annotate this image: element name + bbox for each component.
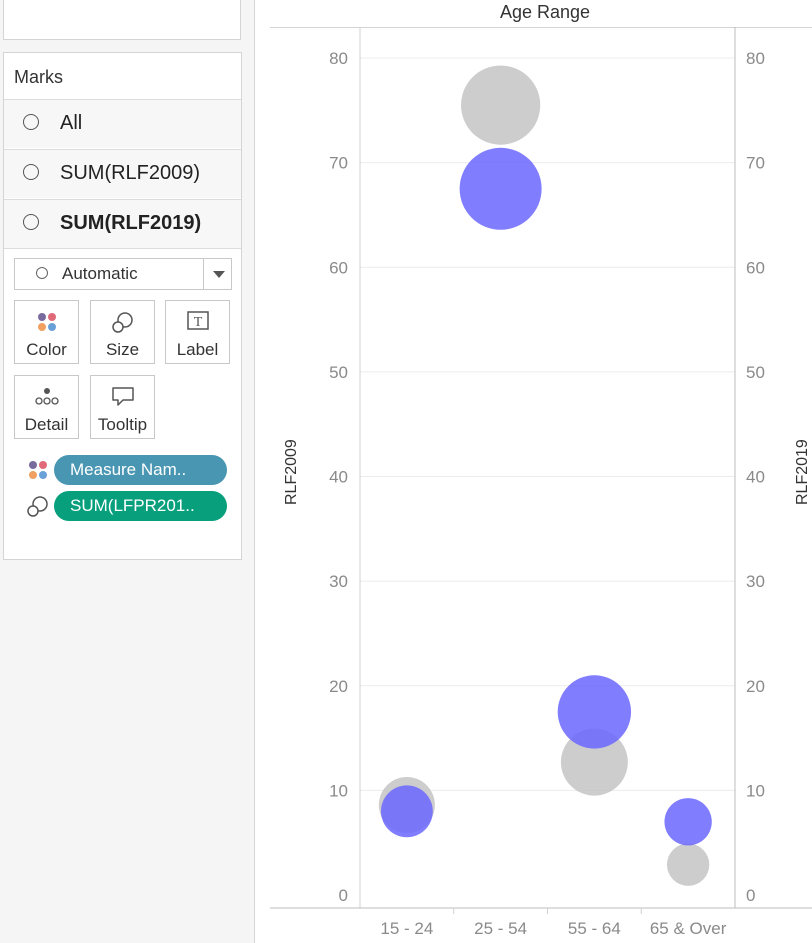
y2-tick-label: 30 <box>746 572 765 591</box>
age-range-header: Age Range <box>500 2 591 22</box>
size-icon <box>27 496 48 517</box>
y-tick-label: 30 <box>329 572 348 591</box>
sum-lfpr-pill[interactable]: SUM(LFPR201.. <box>54 491 227 521</box>
label-button[interactable]: T Label <box>165 300 230 364</box>
marks-row-label: SUM(RLF2009) <box>60 162 201 184</box>
y-tick-label: 70 <box>329 154 348 173</box>
radio-icon[interactable] <box>23 114 39 130</box>
y2-tick-label: 0 <box>746 886 755 905</box>
bubble-rlf2019-0 <box>380 785 433 838</box>
y-tick-label: 20 <box>329 677 348 696</box>
x-tick-label: 15 - 24 <box>380 919 433 938</box>
bubble-rlf2019-3 <box>664 798 712 846</box>
tooltip-icon <box>111 387 134 406</box>
label-button-label: Label <box>176 340 219 359</box>
detail-icon <box>34 388 59 405</box>
tooltip-button[interactable]: Tooltip <box>90 375 155 439</box>
color-button[interactable]: Color <box>14 300 79 364</box>
y2-tick-label: 60 <box>746 258 765 277</box>
shelf-card-top <box>3 0 241 40</box>
y2-tick-label: 50 <box>746 363 765 382</box>
marks-row-all[interactable]: All <box>4 99 241 148</box>
color-button-label: Color <box>26 340 67 359</box>
marks-card: Marks All SUM(RLF2009) SUM(RLF2019) Auto… <box>3 52 242 560</box>
y-tick-label: 80 <box>329 49 348 68</box>
marks-title: Marks <box>14 67 63 87</box>
chevron-down-icon[interactable] <box>213 271 225 278</box>
bubble-rlf2019-2 <box>557 675 632 749</box>
marks-row-label: SUM(RLF2019) <box>60 212 202 234</box>
divider <box>4 248 241 249</box>
marks-row-rlf2019[interactable]: SUM(RLF2019) <box>4 199 241 248</box>
dropdown-divider <box>203 259 204 289</box>
bubble-rlf2009-3 <box>666 843 710 886</box>
tooltip-button-label: Tooltip <box>97 415 148 434</box>
detail-button[interactable]: Detail <box>14 375 79 439</box>
color-icon <box>37 313 56 331</box>
marks-row-label: All <box>60 112 83 134</box>
x-tick-label: 55 - 64 <box>568 919 621 938</box>
y2-tick-label: 80 <box>746 49 765 68</box>
measure-names-pill[interactable]: Measure Nam.. <box>54 455 227 485</box>
x-tick-label: 25 - 54 <box>474 919 527 938</box>
text-label-icon: T <box>186 311 209 330</box>
size-button[interactable]: Size <box>90 300 155 364</box>
circle-mark-icon <box>36 267 48 279</box>
y2-tick-label: 20 <box>746 677 765 696</box>
y-tick-label: 10 <box>329 781 348 800</box>
svg-text:T: T <box>193 315 202 330</box>
left-axis-title: RLF2009 <box>283 439 300 505</box>
x-tick-label: 65 & Over <box>650 919 727 938</box>
y-tick-label: 50 <box>329 363 348 382</box>
size-icon <box>111 312 133 333</box>
right-axis-title: RLF2019 <box>794 439 811 505</box>
y-tick-label: 0 <box>339 886 348 905</box>
column-header: Age Range <box>270 0 812 28</box>
mark-type-dropdown[interactable]: Automatic <box>14 258 232 290</box>
mark-type-label: Automatic <box>62 264 138 283</box>
size-button-label: Size <box>105 340 140 359</box>
radio-icon[interactable] <box>23 164 39 180</box>
bubble-rlf2019-1 <box>459 147 542 230</box>
marks-row-rlf2009[interactable]: SUM(RLF2009) <box>4 149 241 198</box>
y-tick-label: 40 <box>329 468 348 487</box>
left-panel: Marks All SUM(RLF2009) SUM(RLF2019) Auto… <box>0 0 255 943</box>
y2-tick-label: 10 <box>746 781 765 800</box>
color-icon <box>29 461 47 479</box>
detail-button-label: Detail <box>24 415 69 434</box>
y2-tick-label: 40 <box>746 468 765 487</box>
y2-tick-label: 70 <box>746 154 765 173</box>
bubble-rlf2009-2 <box>560 728 628 796</box>
radio-icon[interactable] <box>23 214 39 230</box>
y-tick-label: 60 <box>329 258 348 277</box>
bubble-rlf2009-1 <box>461 65 541 145</box>
